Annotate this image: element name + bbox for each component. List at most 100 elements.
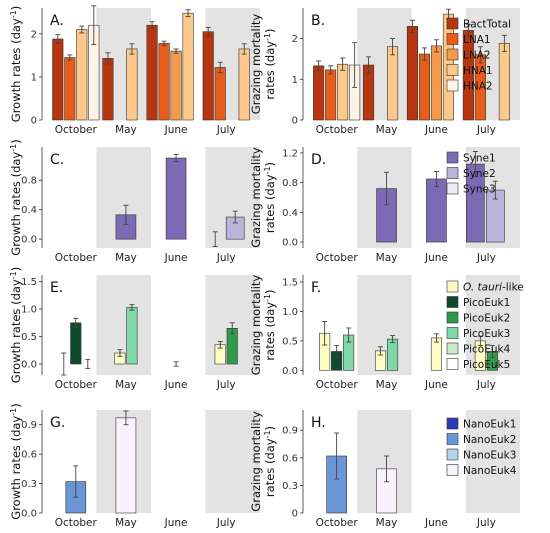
legend-swatch [446, 464, 459, 476]
y-axis-label: Growth rates (day-1) [9, 139, 24, 255]
legend-swatch [446, 417, 459, 430]
y-tick-label: 0.9 [282, 426, 298, 437]
bar [170, 50, 182, 121]
y-tick-label: 0.3 [21, 479, 37, 490]
panel-letter: C. [50, 152, 64, 168]
bar [214, 67, 226, 121]
legend-swatch [446, 311, 459, 324]
x-tick-label: June [424, 252, 448, 264]
shade-july [205, 410, 260, 513]
panel-letter: H. [311, 415, 326, 431]
panel-F: 0.0 0.5 1.0 1.5 Grazing mortalityrates (day-… [249, 275, 520, 391]
legend-swatch [446, 167, 459, 179]
panel-letter: D. [311, 152, 326, 168]
x-tick-label: October [55, 379, 98, 391]
legend-label: NanoEuk3 [463, 450, 516, 462]
x-tick-label: June [164, 517, 188, 529]
x-tick-label: June [424, 379, 448, 391]
y-tick-label: 1.0 [21, 305, 37, 316]
legend-swatch [446, 79, 459, 92]
bar [126, 307, 138, 365]
bar [158, 43, 170, 121]
x-tick-label: July [216, 379, 236, 391]
x-tick-label: June [424, 124, 448, 136]
panel-letter: B. [311, 13, 325, 29]
y-tick-label: 0 [292, 509, 298, 520]
x-tick-label: October [55, 124, 98, 136]
y-tick-label: 0.8 [282, 178, 298, 189]
bar [426, 178, 447, 243]
bar [386, 46, 399, 121]
x-tick-label: October [316, 124, 359, 136]
panel-D: 0.0 0.4 0.8 1.2 Grazing mortalityrates (day-… [249, 147, 520, 264]
legend-label: Syne1 [463, 153, 496, 165]
panel-H: 0 0.3 0.6 0.9 Grazing mortalityrates (day-1)… [249, 410, 520, 529]
legend-swatch [446, 433, 459, 445]
legend-swatch [446, 448, 459, 461]
y-tick-label: 0.5 [282, 336, 298, 347]
bar [386, 338, 399, 371]
y-tick-label: 1 [292, 75, 298, 86]
legend-swatch [446, 327, 459, 339]
bar [430, 45, 443, 121]
y-axis-label: Growth rates (day-1) [9, 6, 24, 122]
x-tick-label: October [55, 252, 98, 264]
bar [406, 26, 419, 121]
legend-label: PicoEuk5 [463, 359, 510, 371]
legend-label: LNA1 [463, 34, 491, 46]
y-axis-label: Growth rates (day-1) [9, 403, 24, 519]
x-tick-label: October [316, 252, 359, 264]
y-tick-label: 0.9 [21, 420, 37, 431]
bar [182, 12, 194, 121]
legend-swatch [446, 64, 459, 76]
legend-swatch [446, 296, 459, 308]
legend-swatch [446, 280, 459, 293]
x-tick-label: July [476, 252, 496, 264]
legend-label: NanoEuk2 [463, 434, 516, 446]
y-axis-label: Grazing mortalityrates (day-1) [249, 275, 277, 376]
y-tick-label: 2 [31, 29, 37, 40]
bar [126, 48, 138, 121]
x-tick-label: October [316, 379, 359, 391]
bar [115, 417, 137, 514]
x-tick-label: May [115, 379, 137, 391]
legend-swatch [446, 33, 459, 45]
y-axis-label: Grazing mortalityrates (day-1) [249, 14, 277, 115]
y-axis-label: Grazing mortalityrates (day-1) [249, 411, 277, 512]
y-tick-label: 0.0 [282, 238, 298, 249]
legend-label: HNA2 [463, 81, 493, 93]
bar [430, 337, 443, 371]
bar [52, 38, 64, 121]
y-tick-label: 0.0 [282, 366, 298, 377]
bar [337, 63, 349, 121]
y-tick-label: 0.3 [282, 481, 298, 492]
legend-label: PicoEuk2 [463, 313, 510, 325]
x-tick-label: May [376, 379, 398, 391]
legend-label: PicoEuk3 [463, 328, 510, 340]
legend-label: BactTotal [463, 19, 511, 31]
x-tick-label: May [376, 252, 398, 264]
x-tick-label: June [164, 124, 188, 136]
x-tick-label: May [115, 517, 137, 529]
x-tick-label: July [216, 252, 236, 264]
legend-label: NanoEuk1 [463, 419, 516, 431]
legend-label: HNA1 [463, 65, 493, 77]
y-tick-label: 1.2 [282, 148, 298, 159]
bar [498, 43, 510, 121]
y-axis-label: Grazing mortalityrates (day-1) [249, 147, 277, 248]
legend-swatch [446, 182, 459, 195]
x-tick-label: May [376, 517, 398, 529]
y-tick-label: 0.0 [21, 360, 37, 371]
x-tick-label: July [216, 124, 236, 136]
shade-july [205, 8, 260, 120]
bar [238, 48, 250, 121]
panel-letter: E. [50, 280, 63, 296]
bar [313, 65, 325, 121]
legend-label: O. tauri-like [463, 282, 524, 294]
y-tick-label: 0.6 [282, 453, 298, 464]
x-tick-label: June [164, 252, 188, 264]
